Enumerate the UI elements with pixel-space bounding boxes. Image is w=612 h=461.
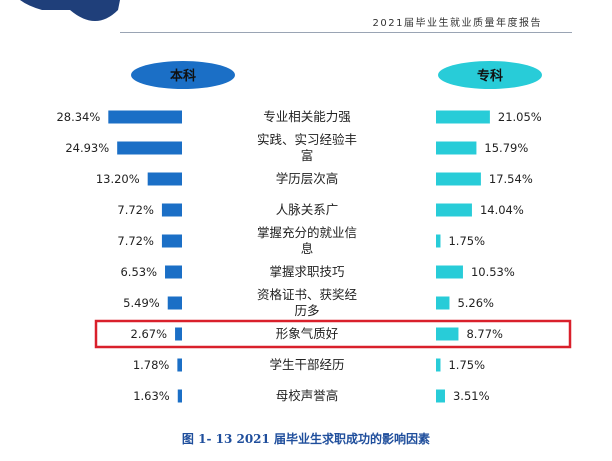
- bar-undergrad: [147, 172, 182, 186]
- value-label-undergrad: 1.63%: [133, 389, 170, 403]
- header-logo-shape: [20, 0, 120, 21]
- value-label-college: 14.04%: [480, 203, 524, 217]
- bar-college: [436, 327, 459, 341]
- value-label-college: 5.26%: [457, 296, 494, 310]
- bar-undergrad: [117, 141, 182, 155]
- category-label: 人脉关系广: [276, 202, 339, 217]
- value-label-college: 1.75%: [448, 234, 485, 248]
- value-label-college: 15.79%: [484, 141, 528, 155]
- bar-undergrad: [177, 358, 182, 372]
- value-label-undergrad: 7.72%: [117, 234, 154, 248]
- bar-college: [436, 296, 450, 310]
- report-header: 2021届毕业生就业质量年度报告: [0, 0, 612, 40]
- category-label: 学生干部经历: [269, 357, 344, 372]
- highlight-box: [94, 319, 572, 349]
- bar-college: [436, 234, 441, 248]
- value-label-undergrad: 28.34%: [56, 110, 100, 124]
- bar-college: [436, 172, 481, 186]
- chart: 本科 专科 28.34% 21.05% 专业相关能力强 24.93% 15.79% 实践、实习…: [56, 61, 572, 403]
- bar-undergrad: [167, 296, 182, 310]
- value-label-college: 8.77%: [466, 327, 503, 341]
- header-rule: [120, 32, 572, 33]
- bar-college: [436, 203, 472, 217]
- bar-undergrad: [108, 110, 182, 124]
- category-label: 形象气质好: [276, 326, 339, 341]
- value-label-undergrad: 24.93%: [65, 141, 109, 155]
- category-label: 资格证书、获奖经: [257, 287, 358, 302]
- value-label-college: 1.75%: [448, 358, 485, 372]
- series-pill-label-right: 专科: [477, 68, 503, 84]
- figure-caption: 图 1- 13 2021 届毕业生求职成功的影响因素: [181, 432, 431, 446]
- value-label-undergrad: 7.72%: [117, 203, 154, 217]
- category-label: 母校声誉高: [276, 388, 339, 403]
- report-title: 2021届毕业生就业质量年度报告: [372, 18, 542, 29]
- bar-undergrad: [175, 327, 182, 341]
- series-pill-right: [438, 61, 542, 89]
- value-label-undergrad: 6.53%: [120, 265, 157, 279]
- category-label: 掌握充分的就业信: [257, 225, 357, 240]
- category-label: 专业相关能力强: [263, 109, 351, 124]
- category-label: 富: [301, 148, 314, 163]
- value-label-college: 3.51%: [453, 389, 490, 403]
- bar-undergrad: [161, 203, 182, 217]
- category-label: 息: [301, 241, 314, 256]
- category-label: 学历层次高: [276, 171, 339, 186]
- value-label-undergrad: 2.67%: [131, 327, 168, 341]
- bar-undergrad: [177, 389, 182, 403]
- category-label: 历多: [294, 303, 319, 318]
- bar-college: [436, 110, 490, 124]
- bar-undergrad: [165, 265, 182, 279]
- bar-college: [436, 265, 463, 279]
- value-label-undergrad: 5.49%: [123, 296, 160, 310]
- bar-college: [436, 358, 441, 372]
- bar-undergrad: [161, 234, 182, 248]
- value-label-undergrad: 1.78%: [133, 358, 170, 372]
- value-label-college: 10.53%: [471, 265, 515, 279]
- category-label: 掌握求职技巧: [269, 264, 344, 279]
- bar-college: [436, 389, 445, 403]
- series-pill-left: [131, 61, 235, 89]
- category-label: 实践、实习经验丰: [257, 132, 357, 147]
- bar-college: [436, 141, 477, 155]
- value-label-undergrad: 13.20%: [96, 172, 140, 186]
- value-label-college: 21.05%: [498, 110, 542, 124]
- series-pill-label-left: 本科: [170, 68, 196, 84]
- value-label-college: 17.54%: [489, 172, 533, 186]
